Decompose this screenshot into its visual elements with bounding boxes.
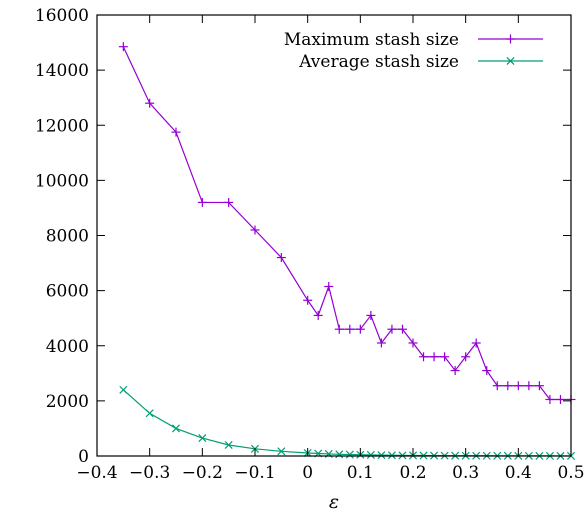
y-tick-label: 6000 xyxy=(46,282,89,302)
data-point-maximum-stash-size xyxy=(461,352,471,362)
data-point-average-stash-size xyxy=(277,447,286,456)
data-point-maximum-stash-size xyxy=(513,381,523,391)
data-point-average-stash-size xyxy=(171,424,181,433)
legend-label: Average stash size xyxy=(298,52,459,72)
data-point-marker xyxy=(277,447,286,456)
data-point-maximum-stash-size xyxy=(276,253,286,263)
data-point-average-stash-size xyxy=(335,450,344,459)
legend-item-maximum-stash-size: Maximum stash size xyxy=(284,30,543,50)
series-maximum-stash-size xyxy=(118,42,576,404)
y-tick-label: 12000 xyxy=(35,116,89,136)
data-point-maximum-stash-size xyxy=(450,366,460,376)
data-point-average-stash-size xyxy=(119,385,128,394)
data-point-marker xyxy=(224,440,233,449)
data-point-marker xyxy=(335,450,344,459)
x-tick-label: −0.4 xyxy=(76,463,117,483)
data-point-maximum-stash-size xyxy=(303,295,313,305)
x-tick-label: 0.3 xyxy=(452,463,479,483)
x-axis-label: ε xyxy=(329,491,339,513)
x-tick-label: 0.1 xyxy=(347,463,374,483)
y-tick-label: 8000 xyxy=(46,227,89,247)
y-tick-label: 10000 xyxy=(35,171,89,191)
legend-sample-marker xyxy=(506,56,515,66)
data-point-maximum-stash-size xyxy=(534,381,544,391)
y-tick-label: 14000 xyxy=(35,61,89,81)
legend-label: Maximum stash size xyxy=(284,30,459,50)
plot-marks xyxy=(118,42,576,460)
data-point-average-stash-size xyxy=(366,450,375,459)
series-average-stash-size xyxy=(119,385,576,460)
y-tick-label: 0 xyxy=(78,447,89,467)
y-tick-label: 16000 xyxy=(35,6,89,26)
data-point-maximum-stash-size xyxy=(366,310,376,320)
x-tick-label: 0.4 xyxy=(505,463,532,483)
data-point-maximum-stash-size xyxy=(503,381,513,391)
data-point-maximum-stash-size xyxy=(492,381,502,391)
data-point-average-stash-size xyxy=(377,451,386,460)
data-point-maximum-stash-size xyxy=(171,127,181,137)
y-tick-label: 2000 xyxy=(46,392,89,412)
x-tick-label: −0.2 xyxy=(182,463,223,483)
data-point-average-stash-size xyxy=(398,451,407,460)
data-point-marker xyxy=(345,450,354,459)
data-point-average-stash-size xyxy=(145,409,154,418)
data-point-marker xyxy=(387,451,396,460)
x-tick-label: 0.2 xyxy=(399,463,426,483)
x-tick-label: −0.1 xyxy=(234,463,275,483)
data-point-marker xyxy=(398,451,407,460)
data-point-marker xyxy=(377,451,386,460)
data-point-maximum-stash-size xyxy=(355,324,365,334)
data-point-maximum-stash-size xyxy=(471,338,481,348)
data-point-maximum-stash-size xyxy=(429,352,439,362)
x-tick-label: 0.5 xyxy=(557,463,584,483)
data-point-maximum-stash-size xyxy=(224,197,234,207)
data-point-marker xyxy=(198,434,207,443)
data-point-maximum-stash-size xyxy=(482,366,492,376)
data-point-maximum-stash-size xyxy=(145,98,155,108)
data-point-maximum-stash-size xyxy=(545,394,555,404)
data-point-maximum-stash-size xyxy=(250,225,260,235)
data-point-marker xyxy=(145,409,154,418)
data-point-maximum-stash-size xyxy=(197,197,207,207)
data-point-average-stash-size xyxy=(387,451,396,460)
data-point-marker xyxy=(119,385,128,394)
x-tick-label: −0.3 xyxy=(129,463,170,483)
data-point-maximum-stash-size xyxy=(397,324,407,334)
series-line-maximum-stash-size xyxy=(122,46,571,401)
data-point-maximum-stash-size xyxy=(334,324,344,334)
data-point-maximum-stash-size xyxy=(419,352,429,362)
data-point-maximum-stash-size xyxy=(408,338,418,348)
data-point-maximum-stash-size xyxy=(524,381,534,391)
data-point-average-stash-size xyxy=(345,450,354,459)
series-line-average-stash-size xyxy=(122,389,571,457)
data-point-marker xyxy=(171,424,181,433)
data-point-maximum-stash-size xyxy=(345,324,355,334)
x-tick-label: 0 xyxy=(302,463,313,483)
legend-item-average-stash-size: Average stash size xyxy=(298,52,543,72)
y-tick-label: 4000 xyxy=(46,337,89,357)
data-point-average-stash-size xyxy=(224,440,233,449)
plot-frame xyxy=(96,14,572,457)
data-point-maximum-stash-size xyxy=(387,324,397,334)
data-point-maximum-stash-size xyxy=(376,338,386,348)
data-point-average-stash-size xyxy=(198,434,207,443)
data-point-marker xyxy=(366,450,375,459)
data-point-maximum-stash-size xyxy=(440,352,450,362)
axis-ticks: 0 2000 4000 6000 8000 10000 12000 14000 16000 −0.… xyxy=(35,6,585,483)
data-point-maximum-stash-size xyxy=(118,42,128,52)
data-point-maximum-stash-size xyxy=(555,394,565,404)
data-point-maximum-stash-size xyxy=(324,281,334,291)
data-point-maximum-stash-size xyxy=(313,310,323,320)
